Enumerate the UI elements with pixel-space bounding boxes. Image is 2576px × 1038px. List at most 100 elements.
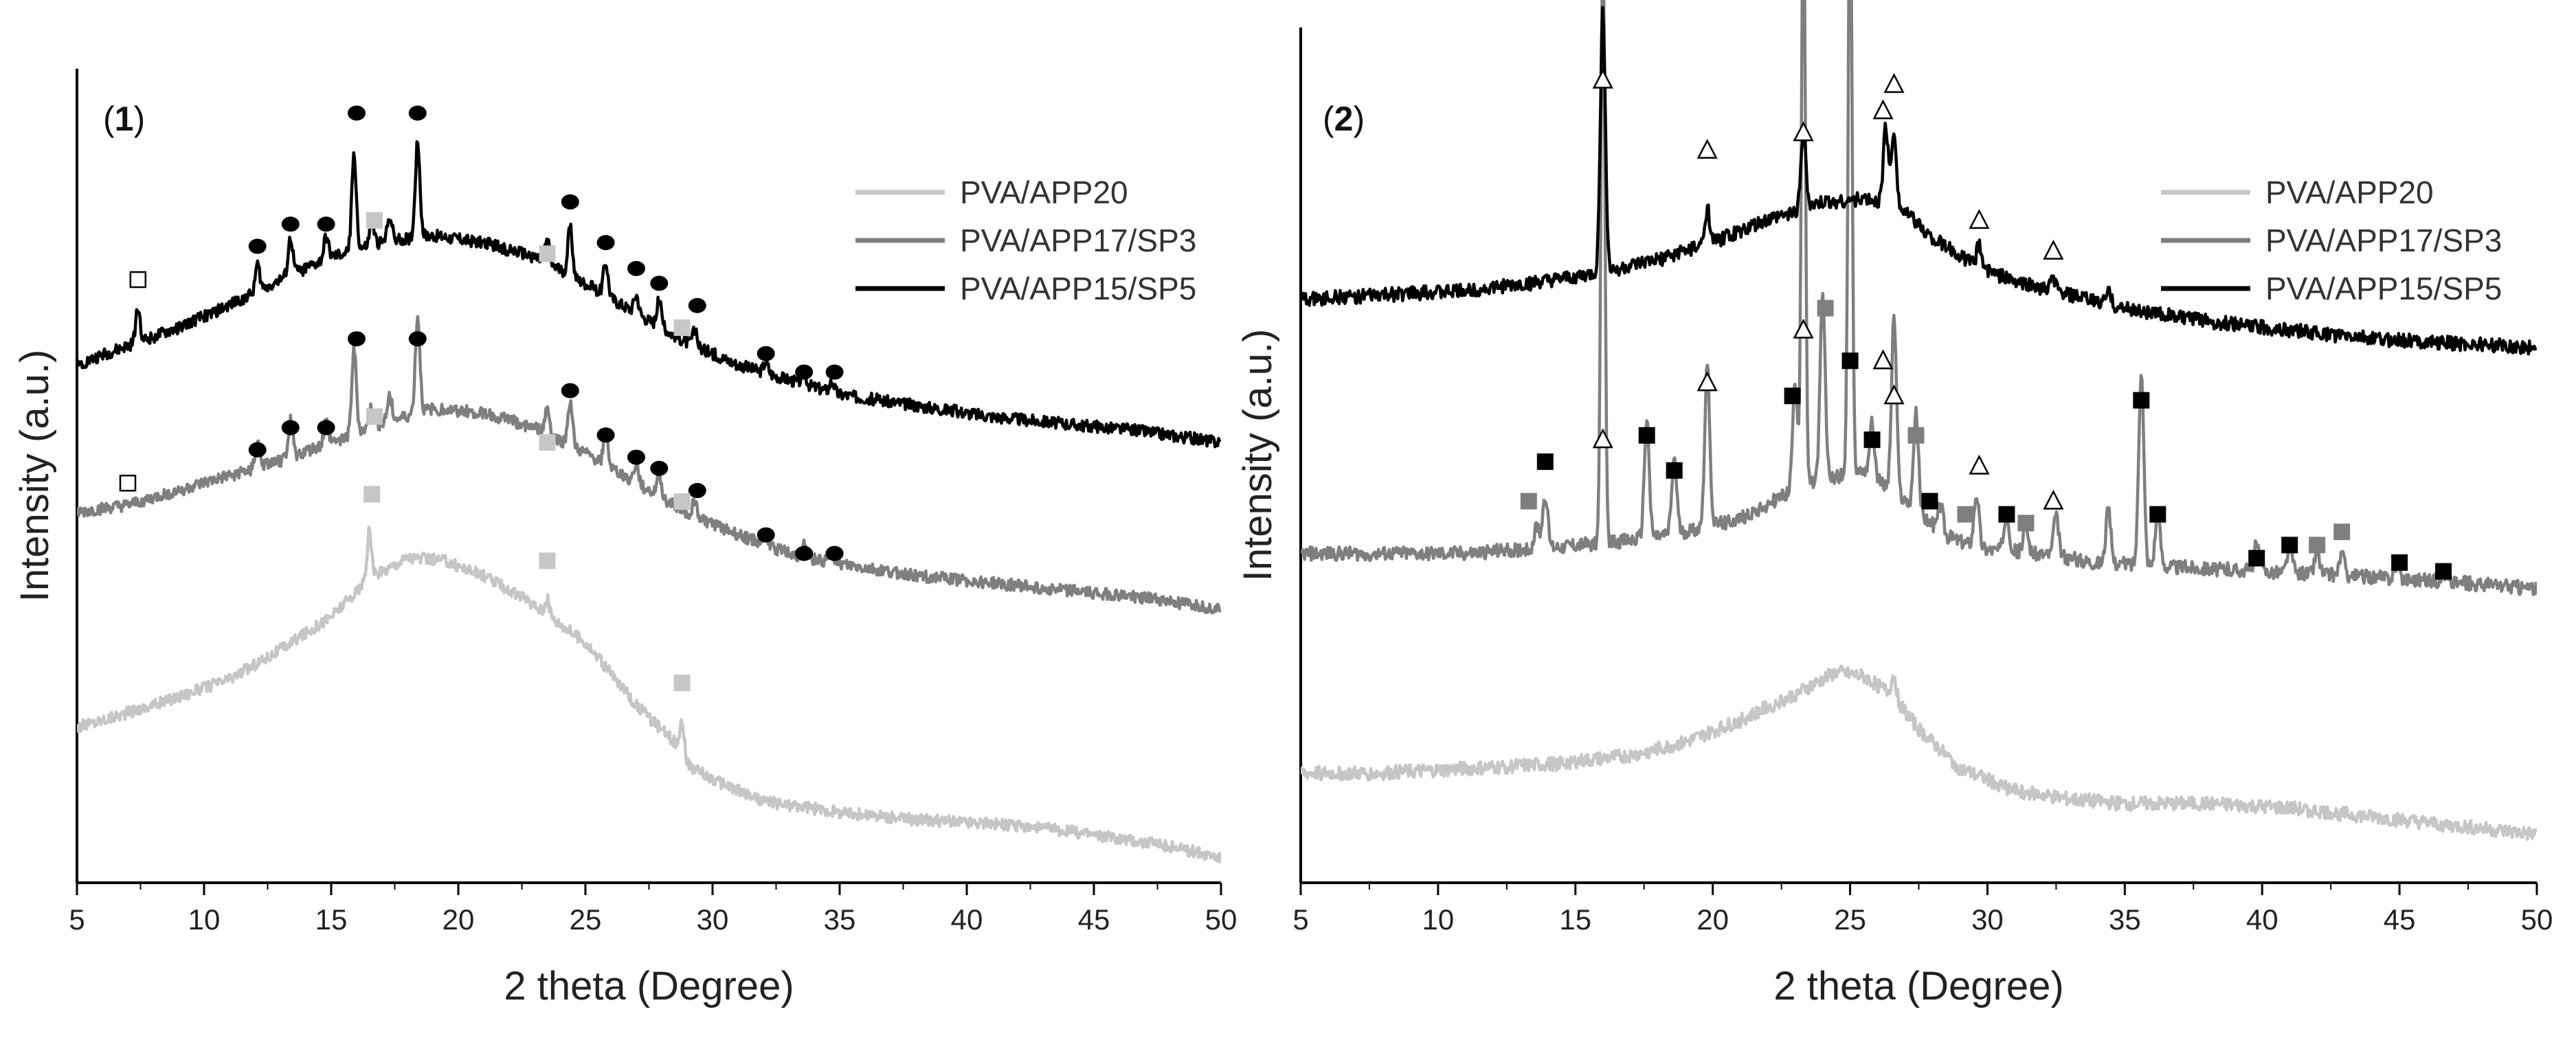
peak-marker-square-gray <box>1520 493 1537 510</box>
x-tick-label: 25 <box>1834 903 1866 936</box>
x-tick-label: 10 <box>1422 903 1455 936</box>
peak-marker-square-open <box>129 271 147 289</box>
peak-marker-square-light <box>539 245 556 262</box>
peak-marker-triangle-open <box>1872 349 1894 370</box>
peak-marker-circle <box>596 427 615 443</box>
peak-marker-square-gray <box>2309 537 2326 554</box>
peak-marker-square-open <box>119 475 137 492</box>
peak-marker-circle <box>688 483 706 499</box>
peak-marker-circle <box>348 105 366 121</box>
peak-marker-triangle-open <box>2043 239 2064 260</box>
peak-marker-square-black <box>2435 563 2452 580</box>
peak-marker-square-black <box>1536 453 1554 471</box>
peak-marker-triangle-open <box>1696 139 1718 159</box>
peak-marker-triangle-open <box>1969 454 1990 475</box>
peak-marker-square-light <box>673 319 691 337</box>
peak-marker-circle <box>757 527 775 543</box>
x-tick-label: 15 <box>315 903 348 936</box>
x-tick-label: 40 <box>2246 903 2278 936</box>
series-line <box>1301 664 2537 841</box>
x-tick-label: 30 <box>697 903 729 936</box>
peak-marker-square-black <box>2391 554 2408 571</box>
x-tick-label: 50 <box>2521 903 2553 936</box>
peak-marker-circle <box>596 235 615 251</box>
y-axis-title: Intensity (a.u.) <box>1235 329 1280 581</box>
panel-1: 5 10 15 20 25 30 35 40 45 50 2 theta (Degree) Inten… <box>12 69 1237 1008</box>
peak-marker-square-light <box>366 408 383 425</box>
x-axis-title: 2 theta (Degree) <box>1773 964 2063 1008</box>
peak-marker-circle <box>408 331 427 347</box>
peak-marker-square-light <box>673 493 691 510</box>
peak-marker-circle <box>248 238 267 254</box>
peak-marker-circle <box>795 545 814 561</box>
x-axis-title: 2 theta (Degree) <box>504 964 794 1008</box>
legend-label: PVA/APP17/SP3 <box>2265 223 2502 258</box>
x-tick-label: 35 <box>824 903 856 936</box>
peak-marker-triangle-open <box>1793 121 1814 142</box>
peak-marker-circle <box>650 460 669 476</box>
peak-marker-square-light <box>539 434 556 451</box>
peak-marker-square-black <box>1841 352 1859 370</box>
peak-marker-circle <box>627 449 645 465</box>
peak-marker-circle <box>825 364 844 380</box>
peak-marker-square-black <box>1998 506 2015 523</box>
x-tick-label: 25 <box>570 903 602 936</box>
peak-marker-circle <box>795 364 814 380</box>
peak-marker-square-black <box>1666 462 1683 479</box>
peak-marker-circle <box>281 420 300 436</box>
peak-marker-square-black <box>1863 431 1881 449</box>
peak-marker-circle <box>688 297 706 313</box>
peak-marker-triangle-open <box>1969 209 1990 229</box>
x-tick-label: 20 <box>1696 903 1729 936</box>
x-tick-label: 40 <box>951 903 983 936</box>
series-line <box>77 315 1221 615</box>
x-tick-label: 20 <box>443 903 475 936</box>
x-tick-label: 45 <box>1078 903 1110 936</box>
x-tick-label: 5 <box>1292 903 1308 936</box>
peak-marker-circle <box>757 346 775 361</box>
x-tick-label: 35 <box>2109 903 2141 936</box>
legend-label: PVA/APP20 <box>2265 174 2434 210</box>
peak-marker-circle <box>561 194 579 210</box>
x-tick-label: 5 <box>69 903 85 936</box>
peak-marker-square-light <box>363 486 381 503</box>
x-tick-label: 30 <box>1971 903 2004 936</box>
x-tick-label: 50 <box>1205 903 1237 936</box>
peak-marker-circle <box>408 105 427 121</box>
series-line <box>77 140 1221 449</box>
panel-2: 5 10 15 20 25 30 35 40 45 50 2 theta (Degree) Inten… <box>1235 0 2553 1008</box>
peak-marker-square-black <box>1784 387 1801 405</box>
legend-label: PVA/APP15/SP5 <box>2265 271 2502 306</box>
legend-label: PVA/APP17/SP3 <box>960 223 1196 258</box>
legend-label: PVA/APP20 <box>960 174 1128 210</box>
peak-marker-square-gray <box>1817 300 1834 317</box>
peak-marker-square-black <box>2281 537 2298 554</box>
peak-marker-square-light <box>366 212 383 229</box>
peak-marker-square-light <box>673 675 691 692</box>
legend-label: PVA/APP15/SP5 <box>960 271 1196 306</box>
panel-label: (2) <box>1323 100 1365 138</box>
peak-marker-square-gray <box>2333 523 2351 541</box>
peak-marker-circle <box>348 331 366 347</box>
peak-marker-circle <box>317 420 335 436</box>
peak-marker-circle <box>627 260 645 276</box>
x-tick-label: 15 <box>1559 903 1591 936</box>
peak-marker-square-gray <box>2017 515 2035 532</box>
series-line <box>1301 5 2537 356</box>
peak-marker-square-black <box>2133 392 2150 409</box>
peak-marker-circle <box>317 216 335 232</box>
peak-marker-circle <box>650 275 669 291</box>
peak-marker-circle <box>825 545 844 561</box>
y-axis-title: Intensity (a.u.) <box>12 350 57 602</box>
peak-marker-triangle-open <box>1872 99 1894 120</box>
peak-marker-triangle-open <box>1592 428 1613 449</box>
x-tick-label: 10 <box>188 903 221 936</box>
peak-marker-square-light <box>539 552 556 569</box>
x-tick-label: 45 <box>2384 903 2416 936</box>
peak-marker-circle <box>561 383 579 398</box>
peak-marker-square-black <box>1638 427 1655 444</box>
peak-marker-square-black <box>1921 493 1938 510</box>
peak-marker-triangle-open <box>1696 371 1718 392</box>
peak-marker-triangle-open <box>2043 489 2064 510</box>
